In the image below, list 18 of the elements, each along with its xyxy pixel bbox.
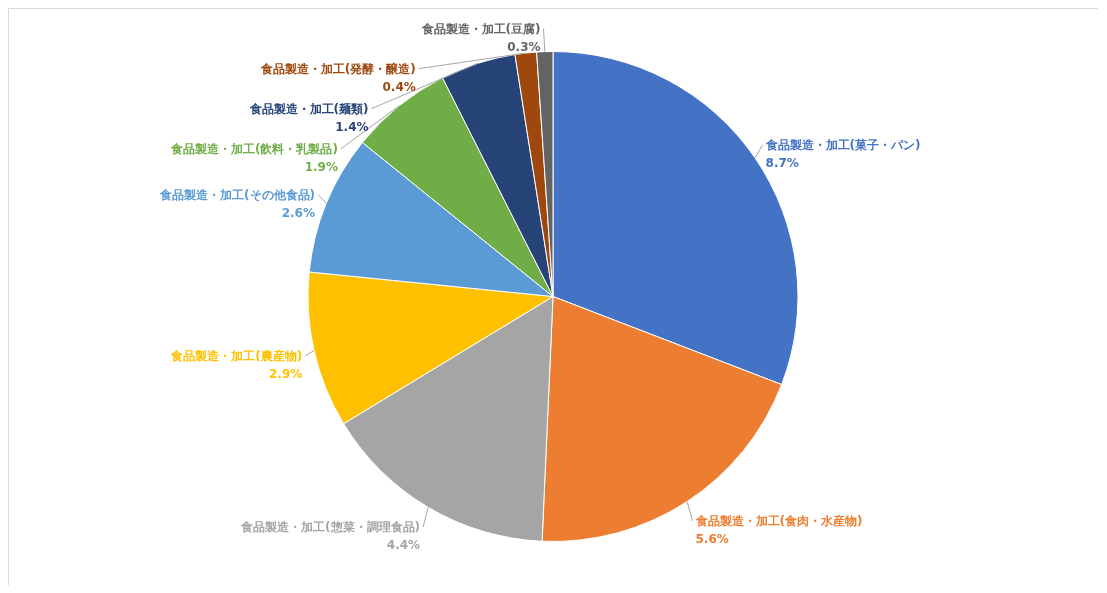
data-label: 8.7%	[765, 155, 799, 170]
slice-label: 食品製造・加工(発酵・醸造)	[259, 61, 416, 76]
slice-label: 食品製造・加工(その他食品)	[159, 187, 315, 202]
slice-label: 食品製造・加工(食肉・水産物)	[694, 513, 863, 528]
data-label: 1.9%	[304, 159, 338, 174]
slice-label: 食品製造・加工(農産物)	[170, 348, 303, 363]
data-label: 2.9%	[268, 366, 303, 381]
data-label: 1.4%	[335, 119, 369, 134]
data-label: 0.4%	[382, 79, 416, 94]
data-label: 4.4%	[386, 538, 421, 553]
data-label: 5.6%	[695, 531, 729, 546]
slice-label: 食品製造・加工(豆腐)	[420, 21, 541, 36]
data-label: 2.6%	[281, 205, 315, 220]
slice-label: 食品製造・加工(麺類)	[248, 101, 369, 116]
data-label: 0.3%	[507, 39, 541, 54]
slice-label: 食品製造・加工(菓子・パン)	[764, 137, 921, 152]
slice-label: 食品製造・加工(飲料・乳製品)	[170, 141, 338, 156]
slice-label: 食品製造・加工(惣菜・調理食品)	[240, 520, 421, 535]
